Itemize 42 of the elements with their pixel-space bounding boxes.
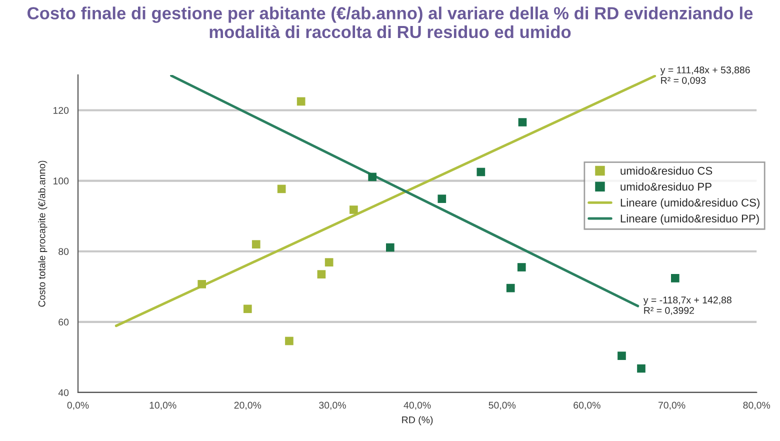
point xyxy=(518,118,527,126)
legend-label: Lineare (umido&residuo CS) xyxy=(620,198,760,209)
x-tick-label: 10,0% xyxy=(150,402,176,410)
x-tick-label: 80,0% xyxy=(743,402,770,410)
y-tick-label: 40 xyxy=(58,389,69,396)
point xyxy=(618,352,626,360)
annotation: y = 111,48x + 53,886 R² = 0,093 xyxy=(660,66,750,86)
x-tick-label: 70,0% xyxy=(658,402,686,410)
point xyxy=(671,274,680,282)
x-axis-title: RD (%) xyxy=(402,416,433,426)
point xyxy=(506,284,515,292)
point xyxy=(243,304,252,314)
y-tick-label: 80 xyxy=(58,248,69,255)
point xyxy=(637,364,646,373)
x-tick-label: 40,0% xyxy=(404,402,431,410)
x-tick-label: 30,0% xyxy=(319,402,346,410)
x-tick-label: 20,0% xyxy=(234,402,262,410)
y-tick-label: 100 xyxy=(53,178,69,184)
legend-label: umido&residuo CS xyxy=(620,166,712,175)
point xyxy=(324,258,334,266)
legend-label: umido&residuo PP xyxy=(620,182,712,191)
x-tick-label: 50,0% xyxy=(488,402,516,410)
annotation: y = -118,7x + 142,88 R² = 0,3992 xyxy=(643,296,732,316)
point xyxy=(285,336,294,346)
point xyxy=(350,206,358,214)
legend-label: Lineare (umido&residuo PP) xyxy=(620,214,759,225)
point xyxy=(296,97,306,106)
point xyxy=(517,263,526,272)
point xyxy=(317,270,326,278)
point xyxy=(368,172,377,182)
y-tick-label: 120 xyxy=(53,106,69,114)
point xyxy=(198,280,206,288)
point xyxy=(438,194,446,203)
point xyxy=(476,168,486,176)
chart-title: Costo finale di gestione per abitante (€/ab.anno) al variare della % di RD evidenziando le modalità di raccolta di RU residuo ed umido xyxy=(28,6,753,38)
point xyxy=(277,184,286,194)
y-tick-label: 60 xyxy=(58,318,69,326)
x-tick-label: 0,0% xyxy=(67,402,89,410)
x-tick-label: 60,0% xyxy=(574,402,600,410)
point xyxy=(252,240,260,248)
y-axis-title: Costo totale procapite (€/ab.anno) xyxy=(38,160,48,307)
point xyxy=(386,243,394,252)
